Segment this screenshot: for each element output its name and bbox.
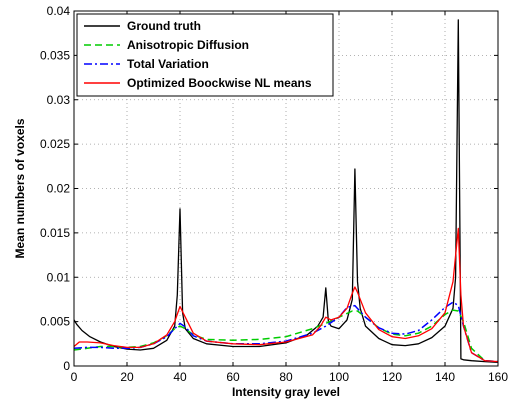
legend: Ground truth Anisotropic Diffusion Total V… bbox=[76, 13, 334, 97]
legend-label: Anisotropic Diffusion bbox=[127, 38, 249, 52]
y-tick-label: 0.015 bbox=[40, 226, 70, 240]
legend-label: Total Variation bbox=[127, 57, 209, 71]
y-tick-label: 0 bbox=[63, 359, 70, 373]
y-tick-label: 0.005 bbox=[40, 315, 70, 329]
y-tick-label: 0.025 bbox=[40, 137, 70, 151]
y-axis-label: Mean numbers of voxels bbox=[13, 118, 27, 258]
x-tick-label: 100 bbox=[329, 370, 349, 384]
y-tick-label: 0.035 bbox=[40, 48, 70, 62]
y-tick-label: 0.03 bbox=[47, 93, 71, 107]
series-line-3 bbox=[73, 301, 499, 363]
x-tick-label: 20 bbox=[120, 370, 134, 384]
x-tick-label: 140 bbox=[435, 370, 455, 384]
x-tick-label: 120 bbox=[382, 370, 402, 384]
y-tick-label: 0.02 bbox=[47, 182, 71, 196]
series-line-4 bbox=[73, 227, 499, 363]
legend-label: Optimized Boockwise NL means bbox=[127, 76, 312, 90]
axis-ticks: 0 20 40 60 80 100 120 140 160 0 0.005 0.01 0.015 0.02… bbox=[40, 4, 508, 384]
x-tick-label: 160 bbox=[488, 370, 508, 384]
x-axis-label: Intensity gray level bbox=[232, 385, 340, 399]
y-tick-label: 0.01 bbox=[47, 270, 71, 284]
series-line-1 bbox=[73, 19, 499, 364]
x-tick-label: 60 bbox=[226, 370, 240, 384]
legend-label: Ground truth bbox=[127, 19, 201, 33]
x-tick-label: 80 bbox=[279, 370, 293, 384]
x-tick-label: 40 bbox=[173, 370, 187, 384]
x-tick-label: 0 bbox=[71, 370, 78, 384]
y-tick-label: 0.04 bbox=[47, 4, 71, 18]
series-line-2 bbox=[73, 309, 499, 363]
series-lines bbox=[73, 19, 499, 364]
